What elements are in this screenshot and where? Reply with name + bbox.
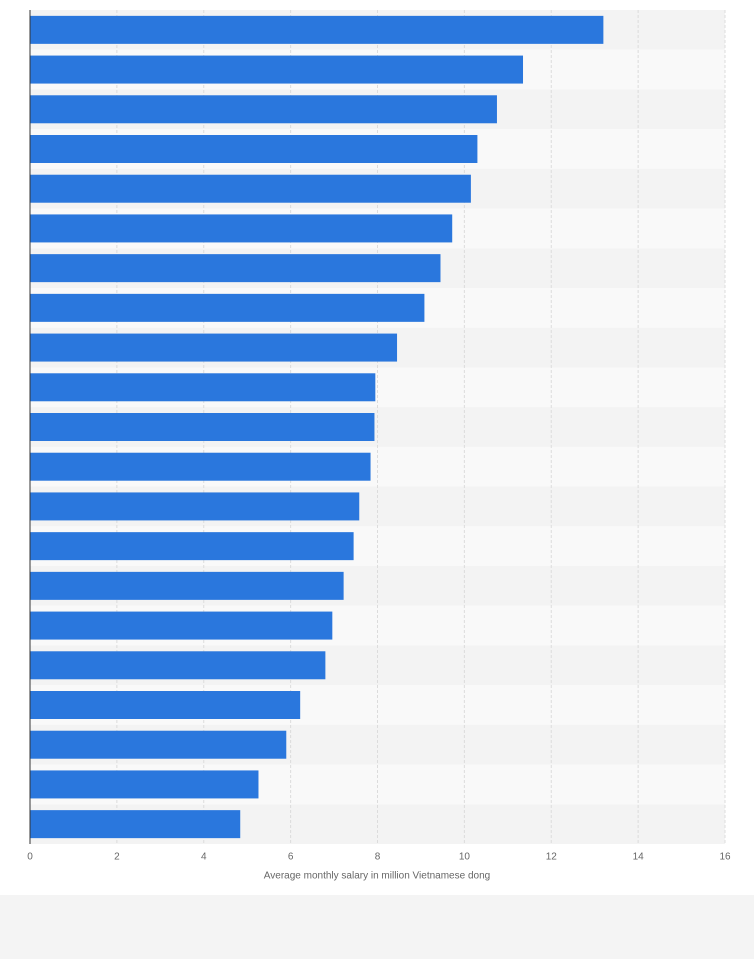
bar xyxy=(30,413,375,441)
bar xyxy=(30,135,478,163)
bar xyxy=(30,95,497,124)
bar xyxy=(30,254,441,283)
bar xyxy=(30,373,376,402)
bar xyxy=(30,492,360,521)
bar xyxy=(30,691,301,719)
x-tick-label: 6 xyxy=(288,852,294,863)
x-axis-title: Average monthly salary in million Vietna… xyxy=(264,871,490,882)
bar xyxy=(30,174,471,203)
bar xyxy=(30,611,333,640)
x-tick-label: 4 xyxy=(201,852,207,863)
x-tick-label: 2 xyxy=(114,852,120,863)
bar xyxy=(30,532,354,561)
bar xyxy=(30,333,398,362)
x-tick-label: 16 xyxy=(719,852,731,863)
x-tick-label: 10 xyxy=(459,852,471,863)
bar xyxy=(30,293,425,322)
bar xyxy=(30,452,371,481)
bar xyxy=(30,55,524,84)
bar xyxy=(30,571,344,600)
bar xyxy=(30,810,241,839)
bar xyxy=(30,15,604,44)
bar xyxy=(30,730,287,759)
bar xyxy=(30,770,259,799)
bar xyxy=(30,651,326,680)
x-tick-label: 14 xyxy=(633,852,645,863)
x-tick-label: 12 xyxy=(546,852,558,863)
bar xyxy=(30,214,453,243)
x-tick-label: 8 xyxy=(375,852,381,863)
footer-area xyxy=(0,895,754,959)
x-tick-label: 0 xyxy=(27,852,33,863)
